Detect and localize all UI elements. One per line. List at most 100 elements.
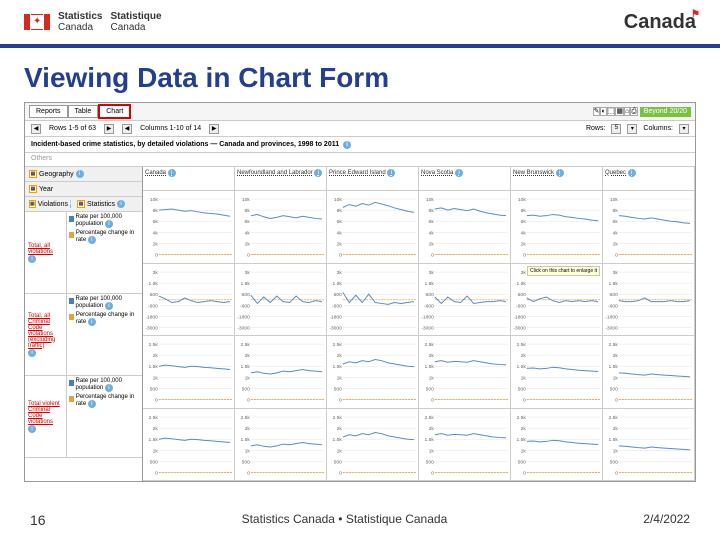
column-header[interactable]: Nova Scotia i (419, 167, 511, 191)
mini-chart[interactable]: -3000-1800-6006001.8k3k (513, 266, 600, 334)
mini-chart[interactable]: 02k4k6k8k10k (513, 193, 600, 261)
chart-cell[interactable]: 05001k1.5k2k2.5k (235, 336, 327, 409)
info-icon[interactable]: i (343, 141, 351, 149)
svg-text:0: 0 (247, 252, 250, 258)
mini-chart[interactable]: -3000-1800-6006001.8k3k (329, 266, 416, 334)
mini-chart[interactable]: 02k4k6k8k10k (605, 193, 692, 261)
left-dimension-panel: ▦Geographyi ▦Year ▦Violationsi ▦Statisti… (25, 167, 143, 481)
stat-item[interactable]: Percentage change in rate i (69, 394, 140, 408)
tab-chart[interactable]: Chart (98, 104, 131, 119)
svg-text:1k: 1k (429, 448, 435, 454)
rows-val[interactable]: 5 (611, 124, 621, 134)
stats-column: Rate per 100,000 population i Percentage … (67, 212, 142, 293)
cols-drop-icon[interactable]: ▾ (679, 124, 689, 134)
mini-chart[interactable]: 02k4k6k8k10k (329, 193, 416, 261)
chart-cell[interactable]: 05001k1.5k2k2.5k (603, 336, 695, 409)
mini-chart[interactable]: 05001k1.5k2k2.5k (513, 338, 600, 406)
mini-chart[interactable]: 05001k1.5k2k2.5k (237, 411, 324, 479)
tab-table[interactable]: Table (68, 105, 99, 118)
mini-chart[interactable]: -3000-1800-6006001.8k3k (605, 266, 692, 334)
column-header[interactable]: Canada i (143, 167, 235, 191)
mini-chart[interactable]: 05001k1.5k2k2.5k (237, 338, 324, 406)
chart-cell[interactable]: 02k4k6k8k10k (511, 191, 603, 264)
column-header[interactable]: Prince Edward Island i (327, 167, 419, 191)
chart-cell[interactable]: -3000-1800-6006001.8k3k (327, 264, 419, 337)
chart-cell[interactable]: -3000-1800-6006001.8k3k (419, 264, 511, 337)
stat-item[interactable]: Percentage change in rate i (69, 230, 140, 244)
violation-label[interactable]: Total, all violations i (25, 212, 67, 293)
cols-next-button[interactable]: ▶ (209, 124, 219, 134)
svg-text:1.5k: 1.5k (241, 364, 251, 370)
chart-cell[interactable]: 05001k1.5k2k2.5k (327, 336, 419, 409)
chart-cell[interactable]: 05001k1.5k2k2.5k (511, 336, 603, 409)
chart-cell[interactable]: 02k4k6k8k10k (603, 191, 695, 264)
chart-cell[interactable]: 02k4k6k8k10k (419, 191, 511, 264)
tab-reports[interactable]: Reports (29, 105, 68, 118)
toolbar-icon-1[interactable]: ◐ (600, 107, 606, 116)
toolbar-icon-5[interactable]: ⎙ (630, 107, 638, 116)
chart-cell[interactable]: -3000-1800-6006001.8k3k (235, 264, 327, 337)
svg-text:8k: 8k (153, 208, 159, 214)
mini-chart[interactable]: 02k4k6k8k10k (145, 193, 232, 261)
stat-item[interactable]: Rate per 100,000 population i (69, 296, 140, 310)
mini-chart[interactable]: 05001k1.5k2k2.5k (605, 411, 692, 479)
mini-chart[interactable]: 02k4k6k8k10k (421, 193, 508, 261)
chart-cell[interactable]: 02k4k6k8k10k (327, 191, 419, 264)
stat-item[interactable]: Rate per 100,000 population i (69, 378, 140, 392)
mini-chart[interactable]: -3000-1800-6006001.8k3k (421, 266, 508, 334)
toolbar-icon-3[interactable]: ▦ (615, 107, 624, 116)
chart-cell[interactable]: 05001k1.5k2k2.5k (143, 409, 235, 482)
chart-cell[interactable]: 02k4k6k8k10k (143, 191, 235, 264)
mini-chart[interactable]: 05001k1.5k2k2.5k (605, 338, 692, 406)
chart-cell[interactable]: 05001k1.5k2k2.5k (327, 409, 419, 482)
chart-cell[interactable]: 05001k1.5k2k2.5k (603, 409, 695, 482)
svg-text:1k: 1k (153, 448, 159, 454)
chart-cell[interactable]: -3000-1800-6006001.8k3kClick on this cha… (511, 264, 603, 337)
svg-text:-1800: -1800 (145, 314, 158, 320)
rows-drop-icon[interactable]: ▾ (627, 124, 637, 134)
chart-cell[interactable]: 02k4k6k8k10k (235, 191, 327, 264)
charts-grid: Canada iNewfoundland and Labrador iPrinc… (143, 167, 695, 481)
cols-prev-button[interactable]: ◀ (122, 124, 132, 134)
svg-text:-600: -600 (608, 303, 618, 309)
stat-item[interactable]: Percentage change in rate i (69, 312, 140, 326)
geography-dim[interactable]: ▦Geographyi (25, 167, 142, 182)
mini-chart[interactable]: 05001k1.5k2k2.5k (145, 411, 232, 479)
violation-label[interactable]: Total violent Criminal Code violations i (25, 376, 67, 457)
mini-chart[interactable]: 05001k1.5k2k2.5k (421, 338, 508, 406)
svg-text:3k: 3k (337, 270, 343, 276)
mini-chart[interactable]: 05001k1.5k2k2.5k (421, 411, 508, 479)
statistics-dim[interactable]: Statistics (87, 201, 115, 208)
chart-cell[interactable]: 05001k1.5k2k2.5k (419, 409, 511, 482)
svg-text:0: 0 (431, 470, 434, 476)
column-header[interactable]: Quebec i (603, 167, 695, 191)
svg-text:1.5k: 1.5k (149, 364, 159, 370)
footer-center: Statistics Canada • Statistique Canada (242, 512, 448, 528)
chart-cell[interactable]: 05001k1.5k2k2.5k (235, 409, 327, 482)
column-header[interactable]: Newfoundland and Labrador i (235, 167, 327, 191)
svg-text:1.8k: 1.8k (149, 281, 159, 287)
svg-text:2.5k: 2.5k (425, 342, 435, 348)
svg-text:2.5k: 2.5k (333, 342, 343, 348)
chart-cell[interactable]: -3000-1800-6006001.8k3k (603, 264, 695, 337)
svg-text:3k: 3k (521, 270, 527, 276)
chart-cell[interactable]: 05001k1.5k2k2.5k (511, 409, 603, 482)
violation-label[interactable]: Total, all Criminal Code violations (exc… (25, 294, 67, 375)
svg-text:2k: 2k (613, 353, 619, 359)
chart-cell[interactable]: -3000-1800-6006001.8k3k (143, 264, 235, 337)
mini-chart[interactable]: 05001k1.5k2k2.5k (145, 338, 232, 406)
mini-chart[interactable]: 05001k1.5k2k2.5k (513, 411, 600, 479)
violations-dim[interactable]: Violations (38, 201, 68, 208)
mini-chart[interactable]: -3000-1800-6006001.8k3k (145, 266, 232, 334)
mini-chart[interactable]: 02k4k6k8k10k (237, 193, 324, 261)
mini-chart[interactable]: -3000-1800-6006001.8k3k (237, 266, 324, 334)
chart-cell[interactable]: 05001k1.5k2k2.5k (143, 336, 235, 409)
mini-chart[interactable]: 05001k1.5k2k2.5k (329, 338, 416, 406)
stat-item[interactable]: Rate per 100,000 population i (69, 214, 140, 228)
rows-next-button[interactable]: ▶ (104, 124, 114, 134)
rows-prev-button[interactable]: ◀ (31, 124, 41, 134)
year-dim[interactable]: ▦Year (25, 182, 142, 197)
mini-chart[interactable]: 05001k1.5k2k2.5k (329, 411, 416, 479)
chart-cell[interactable]: 05001k1.5k2k2.5k (419, 336, 511, 409)
column-header[interactable]: New Brunswick i (511, 167, 603, 191)
